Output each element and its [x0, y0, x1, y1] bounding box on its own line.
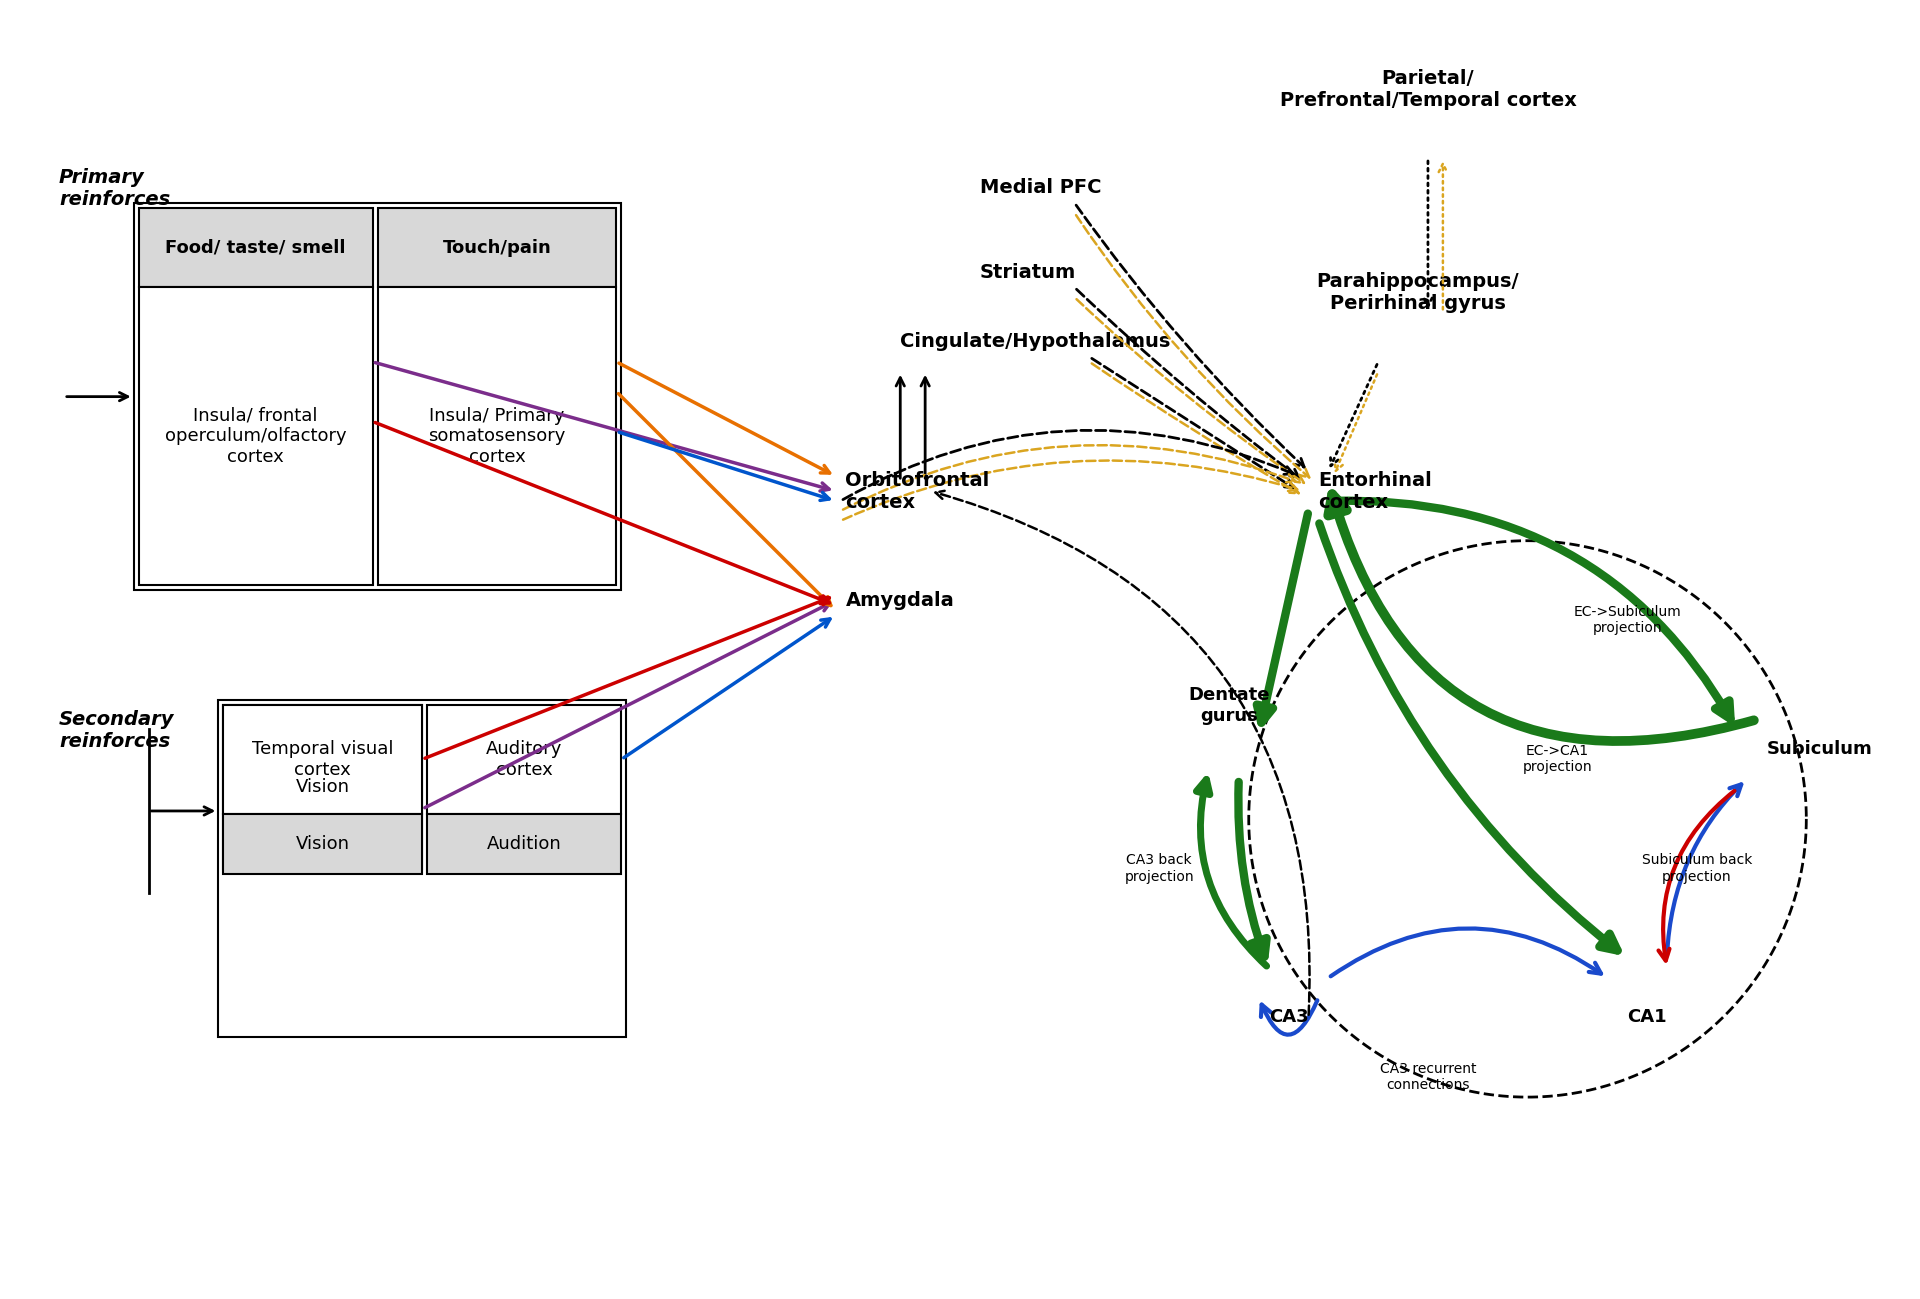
Text: Insula/ Primary
somatosensory
cortex: Insula/ Primary somatosensory cortex — [428, 407, 566, 466]
Text: CA3 back
projection: CA3 back projection — [1125, 853, 1194, 883]
Text: Entorhinal
cortex: Entorhinal cortex — [1319, 470, 1432, 512]
FancyBboxPatch shape — [223, 704, 422, 869]
FancyBboxPatch shape — [378, 208, 616, 287]
Text: Medial PFC: Medial PFC — [979, 178, 1102, 197]
Text: Subiculum: Subiculum — [1766, 740, 1872, 759]
Text: Orbitofrontal
cortex: Orbitofrontal cortex — [845, 470, 989, 512]
FancyBboxPatch shape — [428, 704, 622, 814]
FancyBboxPatch shape — [428, 814, 622, 873]
FancyBboxPatch shape — [378, 287, 616, 586]
Text: Touch/pain: Touch/pain — [444, 239, 551, 257]
Text: Cingulate/Hypothalamus: Cingulate/Hypothalamus — [900, 333, 1171, 352]
Text: Secondary
reinforces: Secondary reinforces — [60, 709, 175, 751]
Text: Striatum: Striatum — [979, 262, 1077, 282]
Text: Parietal/
Prefrontal/Temporal cortex: Parietal/ Prefrontal/Temporal cortex — [1279, 69, 1576, 109]
Text: Primary
reinforces: Primary reinforces — [60, 168, 171, 209]
Text: Temporal visual
cortex: Temporal visual cortex — [252, 740, 394, 778]
Text: CA3: CA3 — [1269, 1008, 1308, 1026]
Text: Insula/ frontal
operculum/olfactory
cortex: Insula/ frontal operculum/olfactory cort… — [165, 407, 346, 466]
Text: Vision: Vision — [296, 778, 349, 795]
Text: Audition: Audition — [486, 835, 561, 852]
Text: CA1: CA1 — [1626, 1008, 1667, 1026]
Text: EC->CA1
projection: EC->CA1 projection — [1523, 744, 1592, 774]
FancyBboxPatch shape — [223, 814, 422, 873]
FancyBboxPatch shape — [223, 704, 422, 814]
Text: Dentate
gurus: Dentate gurus — [1188, 686, 1269, 725]
Text: CA3 recurrent
connections: CA3 recurrent connections — [1380, 1063, 1476, 1092]
FancyBboxPatch shape — [138, 287, 372, 586]
Text: Parahippocampus/
Perirhinal gyrus: Parahippocampus/ Perirhinal gyrus — [1317, 273, 1519, 313]
FancyBboxPatch shape — [138, 208, 372, 287]
Text: Amygdala: Amygdala — [845, 591, 954, 609]
Text: EC->Subiculum
projection: EC->Subiculum projection — [1572, 605, 1682, 635]
Text: Vision: Vision — [296, 835, 349, 852]
Text: Food/ taste/ smell: Food/ taste/ smell — [165, 239, 346, 257]
Text: Auditory
cortex: Auditory cortex — [486, 740, 563, 778]
Text: Subiculum back
projection: Subiculum back projection — [1642, 853, 1751, 883]
